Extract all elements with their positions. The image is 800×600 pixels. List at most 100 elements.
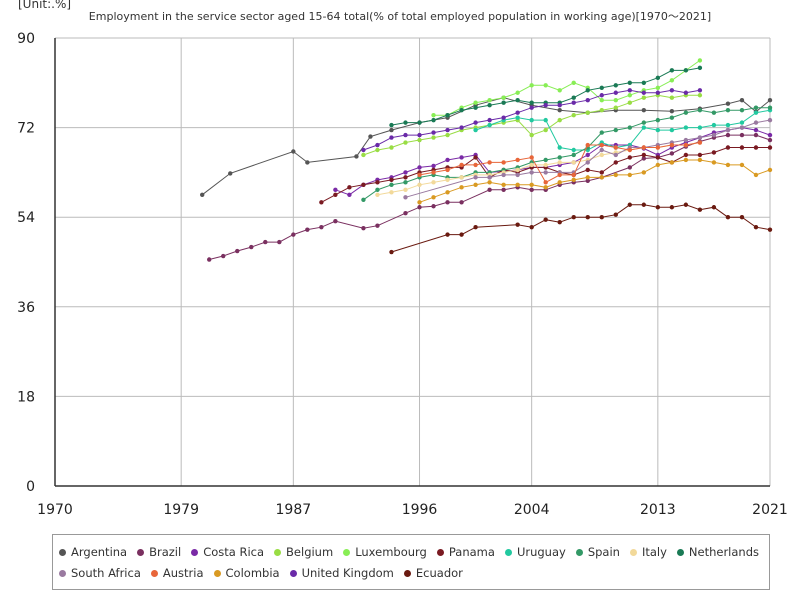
legend-label: Ecuador <box>415 566 463 580</box>
legend-item: Luxembourg <box>343 545 427 559</box>
data-point-brazil <box>445 200 450 205</box>
data-point-austria <box>599 142 604 148</box>
data-point-colombia <box>515 182 520 188</box>
data-point-austria <box>641 145 647 150</box>
y-tick-label: 18 <box>17 389 35 405</box>
data-point-luxembourg <box>487 98 492 103</box>
data-point-south-africa <box>473 175 478 180</box>
data-point-costa-rica <box>431 163 436 169</box>
data-point-netherlands <box>473 105 478 110</box>
legend-item: Costa Rica <box>191 545 264 559</box>
data-point-brazil <box>375 223 380 228</box>
legend-item: Colombia <box>213 566 280 580</box>
data-point-united-kingdom <box>487 117 492 123</box>
data-point-spain <box>655 117 661 123</box>
data-point-united-kingdom <box>501 115 506 120</box>
data-point-colombia <box>739 162 745 168</box>
data-point-united-kingdom <box>389 135 394 140</box>
data-point-austria <box>655 145 661 150</box>
data-point-brazil <box>291 232 296 237</box>
data-point-panama <box>333 192 338 197</box>
data-point-austria <box>627 147 633 153</box>
y-tick-label: 90 <box>17 31 35 47</box>
data-point-united-kingdom <box>515 110 520 115</box>
legend-label: Brazil <box>149 545 182 559</box>
data-point-south-africa <box>529 170 534 175</box>
data-point-belgium <box>697 93 703 98</box>
data-point-italy <box>599 152 604 158</box>
data-point-spain <box>669 115 675 120</box>
x-tick-label: 1987 <box>276 502 312 518</box>
data-point-panama <box>711 150 717 155</box>
data-point-austria <box>417 172 422 178</box>
data-point-costa-rica <box>403 170 408 175</box>
data-point-panama <box>613 160 618 165</box>
data-point-south-africa <box>683 137 689 143</box>
data-point-colombia <box>459 185 464 190</box>
data-point-ecuador <box>697 207 703 212</box>
data-point-brazil <box>333 218 338 224</box>
legend-item: Spain <box>575 545 620 559</box>
data-point-argentina <box>641 107 647 113</box>
data-point-panama <box>585 167 590 173</box>
data-point-colombia <box>529 182 534 188</box>
legend-marker <box>137 548 145 556</box>
data-point-luxembourg <box>501 95 506 100</box>
data-point-austria <box>487 160 492 165</box>
data-point-costa-rica <box>347 192 352 197</box>
legend-label: Austria <box>162 566 204 580</box>
data-point-uruguay <box>487 122 492 128</box>
data-point-belgium <box>389 145 394 150</box>
data-point-austria <box>473 162 478 168</box>
data-point-colombia <box>543 185 548 190</box>
data-point-united-kingdom <box>613 90 618 95</box>
series-line-uruguay <box>475 109 771 151</box>
data-point-united-kingdom <box>697 88 703 93</box>
data-point-belgium <box>599 107 604 113</box>
data-point-belgium <box>403 140 408 145</box>
legend-marker <box>191 548 199 556</box>
data-point-panama <box>627 155 633 160</box>
data-point-south-africa <box>403 195 408 200</box>
data-point-luxembourg <box>431 112 436 118</box>
data-point-ecuador <box>627 202 633 207</box>
data-point-netherlands <box>613 83 618 88</box>
data-point-ecuador <box>669 205 675 210</box>
data-point-uruguay <box>683 125 689 130</box>
data-point-colombia <box>767 167 773 173</box>
legend-label: Netherlands <box>688 545 760 559</box>
data-point-ecuador <box>529 224 534 230</box>
data-point-uruguay <box>515 115 520 120</box>
data-point-spain <box>557 155 562 160</box>
data-point-italy <box>431 180 436 185</box>
data-point-belgium <box>375 147 380 153</box>
data-point-colombia <box>445 190 450 195</box>
data-point-colombia <box>683 157 689 163</box>
data-point-italy <box>375 192 380 197</box>
data-point-panama <box>375 180 380 185</box>
data-point-netherlands <box>669 68 675 73</box>
data-point-belgium <box>669 95 675 100</box>
chart-title: Employment in the service sector aged 15… <box>88 10 712 23</box>
legend-marker <box>59 569 66 577</box>
data-point-colombia <box>669 160 675 165</box>
data-point-ecuador <box>389 249 394 255</box>
data-point-ecuador <box>613 212 618 217</box>
data-point-colombia <box>599 175 604 180</box>
data-point-luxembourg <box>627 93 633 98</box>
data-point-austria <box>571 172 576 178</box>
data-point-austria <box>613 145 618 150</box>
data-point-argentina <box>368 134 373 139</box>
data-point-panama <box>697 152 703 158</box>
data-point-colombia <box>417 200 422 205</box>
series-line-panama <box>321 147 770 203</box>
data-point-italy <box>459 175 464 180</box>
legend-marker <box>629 548 637 556</box>
data-point-south-africa <box>599 147 604 153</box>
data-point-belgium <box>543 127 548 133</box>
data-point-panama <box>753 145 759 150</box>
data-point-ecuador <box>683 202 689 207</box>
data-point-spain <box>683 110 689 115</box>
data-point-united-kingdom <box>459 125 464 130</box>
legend-marker <box>289 569 297 577</box>
